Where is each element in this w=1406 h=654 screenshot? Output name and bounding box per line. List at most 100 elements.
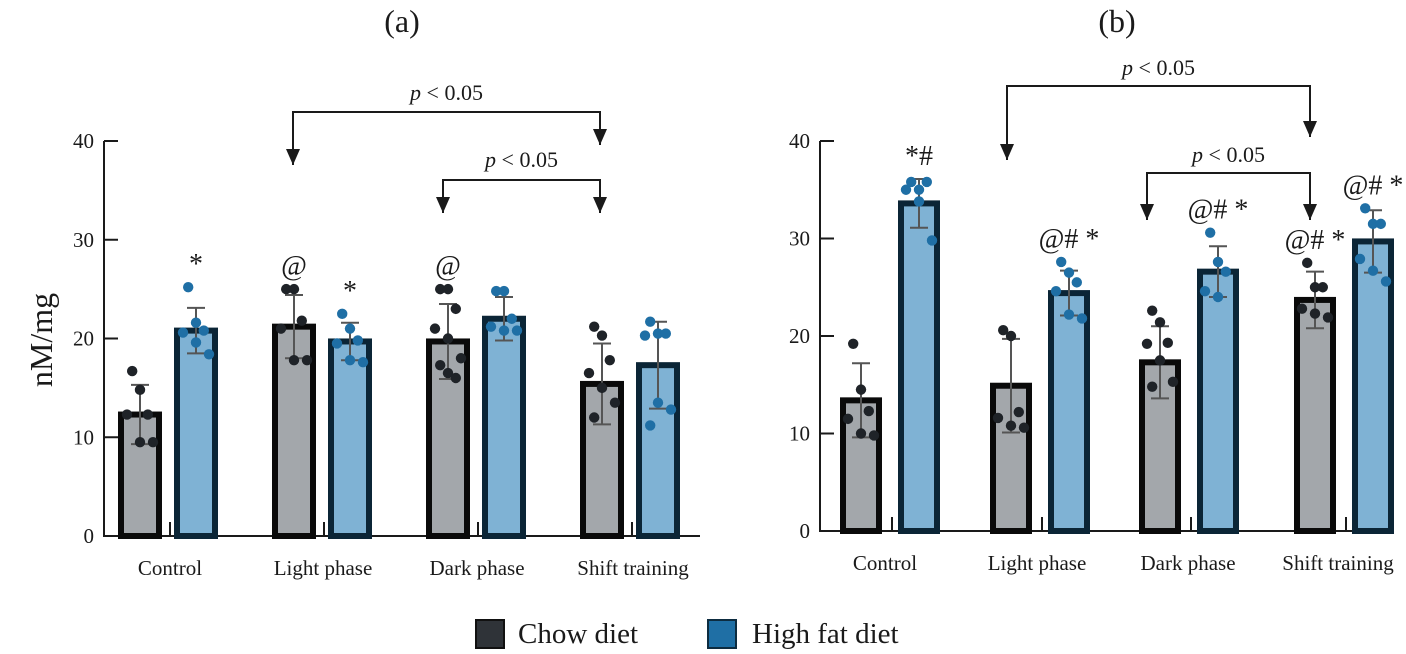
data-point-chow <box>275 323 287 334</box>
data-point-chow <box>583 367 595 379</box>
data-point-high-fat <box>485 321 497 332</box>
data-point-chow <box>589 321 600 332</box>
x-tick-label: Dark phase <box>429 556 524 580</box>
y-tick-label: 30 <box>73 228 94 252</box>
p-threshold: < 0.05 <box>496 147 558 172</box>
data-point-chow <box>455 353 467 364</box>
data-point-chow <box>868 430 880 441</box>
data-point-chow <box>134 436 146 448</box>
data-point-high-fat <box>1063 267 1075 278</box>
data-point-chow <box>442 367 454 379</box>
data-point-high-fat <box>203 349 215 360</box>
data-point-high-fat <box>1360 203 1371 214</box>
comparison-bracket <box>442 179 601 213</box>
data-point-chow <box>450 303 461 315</box>
significance-annotation: * <box>343 276 357 307</box>
arrowhead-icon <box>593 197 607 213</box>
data-point-chow <box>296 315 307 326</box>
p-symbol: p <box>1120 55 1133 80</box>
data-point-high-fat <box>639 330 651 341</box>
data-point-chow <box>288 283 300 295</box>
x-tick-label: Light phase <box>274 556 373 580</box>
data-point-high-fat <box>1050 285 1062 297</box>
significance-annotation: *# <box>905 141 933 172</box>
data-point-high-fat <box>1056 256 1067 268</box>
data-point-high-fat <box>344 355 356 366</box>
y-tick-label: 20 <box>73 327 94 351</box>
comparison-label: p < 0.05 <box>408 80 483 105</box>
data-point-chow <box>435 359 446 371</box>
x-tick-label: Dark phase <box>1140 551 1235 575</box>
data-point-chow <box>596 330 608 341</box>
data-point-chow <box>142 409 153 420</box>
legend-label-hfd: High fat diet <box>752 618 899 650</box>
bar-high-fat <box>174 327 218 539</box>
data-point-high-fat <box>190 317 202 328</box>
significance-annotation: @# * <box>1039 224 1100 255</box>
comparison-bracket <box>1146 172 1311 220</box>
comparison-label: p < 0.05 <box>483 147 558 172</box>
data-point-chow <box>1005 330 1017 342</box>
significance-annotation: * <box>189 249 203 280</box>
data-point-chow <box>1302 257 1313 269</box>
bar-high-fat <box>898 200 940 534</box>
data-point-high-fat <box>183 281 194 293</box>
data-point-high-fat <box>652 397 664 408</box>
data-point-chow <box>596 382 608 394</box>
data-point-chow <box>1141 338 1153 349</box>
data-point-chow <box>1309 282 1321 293</box>
panel-b-title: (b) <box>1098 3 1135 39</box>
data-point-high-fat <box>1199 285 1211 297</box>
data-point-chow <box>842 413 854 425</box>
arrowhead-icon <box>286 149 300 165</box>
data-point-high-fat <box>660 328 671 339</box>
data-point-chow <box>134 384 146 396</box>
p-symbol: p <box>408 80 421 105</box>
data-point-chow <box>1147 305 1158 316</box>
comparison-bracket <box>1006 85 1311 160</box>
data-point-chow <box>992 412 1004 424</box>
data-point-high-fat <box>498 325 510 336</box>
x-tick-label: Shift training <box>577 556 689 580</box>
y-tick-label: 0 <box>84 524 95 548</box>
data-point-high-fat <box>198 325 209 336</box>
data-point-high-fat <box>1354 253 1366 265</box>
data-point-chow <box>1013 406 1024 418</box>
arrowhead-icon <box>1303 121 1317 137</box>
data-point-high-fat <box>1367 218 1379 230</box>
data-point-chow <box>609 397 621 408</box>
data-point-high-fat <box>1375 218 1387 230</box>
data-point-high-fat <box>645 420 656 431</box>
bar-high-fat <box>1197 268 1239 534</box>
data-point-high-fat <box>352 335 363 346</box>
data-point-high-fat <box>1212 291 1224 303</box>
data-point-high-fat <box>506 313 517 324</box>
arrowhead-icon <box>436 197 450 213</box>
bar-high-fat <box>1048 290 1090 534</box>
data-point-chow <box>288 355 300 366</box>
legend-label-chow: Chow diet <box>518 618 638 650</box>
y-tick-label: 20 <box>789 324 810 348</box>
y-tick-label: 40 <box>789 129 810 153</box>
data-point-chow <box>1167 376 1179 388</box>
data-point-chow <box>1154 317 1166 328</box>
arrowhead-icon <box>1140 204 1154 220</box>
p-symbol: p <box>1190 142 1203 167</box>
y-tick-label: 0 <box>800 519 811 543</box>
data-point-high-fat <box>652 328 664 339</box>
p-threshold: < 0.05 <box>1203 142 1265 167</box>
data-point-high-fat <box>921 176 932 188</box>
data-point-high-fat <box>1212 256 1224 268</box>
data-point-high-fat <box>1205 227 1216 238</box>
data-point-chow <box>147 436 159 448</box>
data-point-high-fat <box>337 308 348 320</box>
p-threshold: < 0.05 <box>421 80 483 105</box>
legend: Chow diet High fat diet <box>475 618 899 650</box>
arrowhead-icon <box>1000 144 1014 160</box>
bar-high-fat <box>1352 238 1394 535</box>
data-point-high-fat <box>1071 277 1083 288</box>
data-point-chow <box>1154 355 1166 366</box>
data-point-chow <box>450 372 461 384</box>
data-point-chow <box>1147 381 1158 392</box>
panel-a: (a) 0 10 20 30 40 Control Light phase Dark phas… <box>73 3 700 580</box>
